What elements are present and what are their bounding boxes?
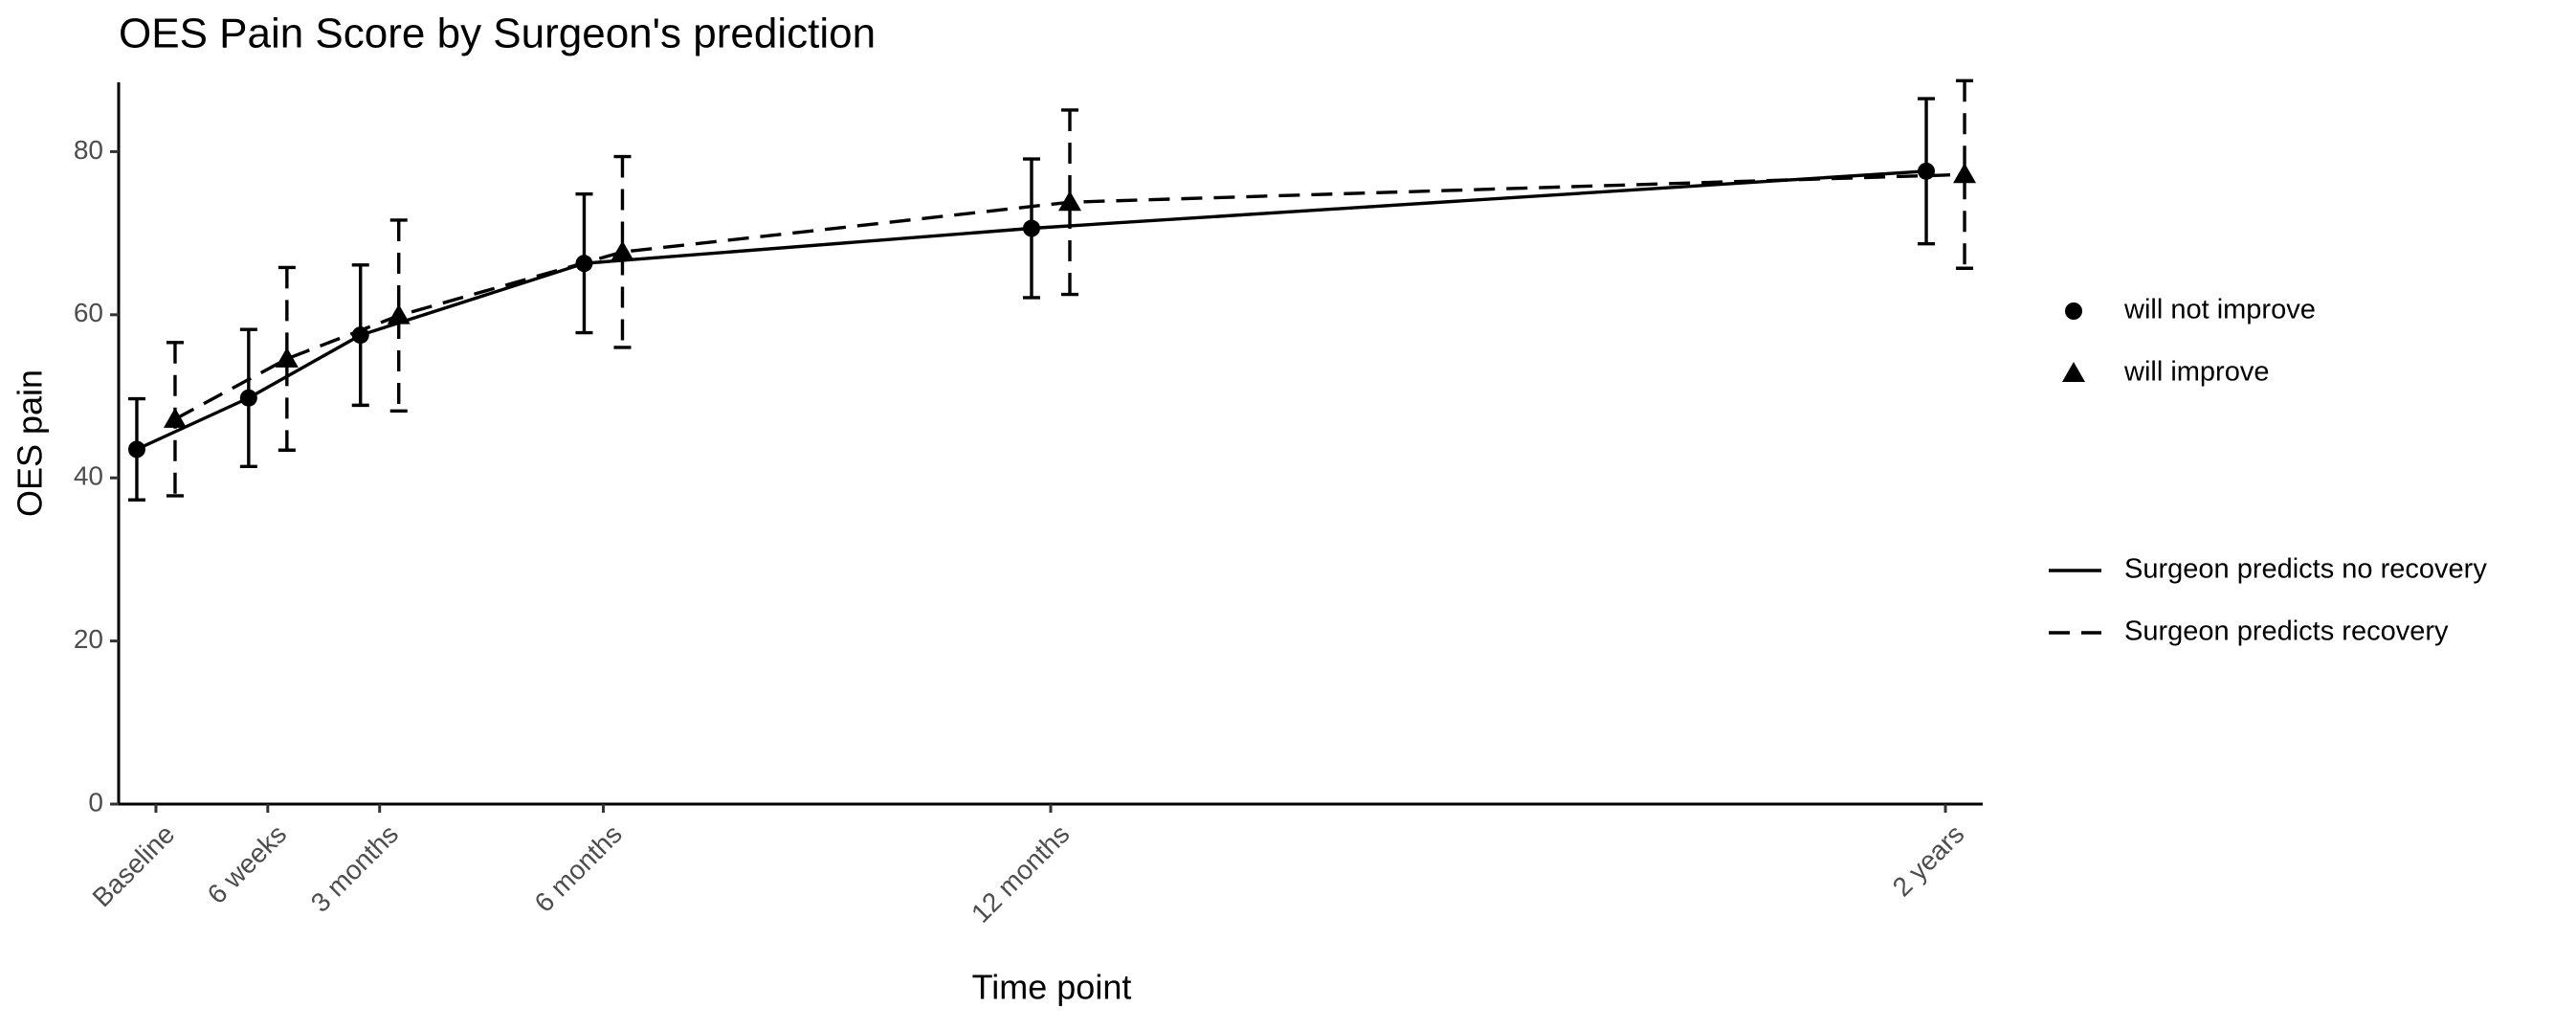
x-tick-label: 6 weeks [202,819,293,910]
data-point [239,389,257,407]
series-line [136,169,1927,451]
data-point [1023,219,1040,237]
data-point [1918,162,1936,180]
data-point [1058,190,1081,212]
legend-label: Surgeon predicts no recovery [2124,554,2487,585]
error-bar [613,154,632,349]
data-point [275,347,299,368]
error-bar [1061,108,1078,297]
chart-title: OES Pain Score by Surgeon's prediction [119,11,876,57]
data-point [127,440,145,459]
y-tick-label: 40 [74,461,103,491]
x-axis-title: Time point [972,968,1132,1007]
legend-label: will improve [2123,357,2269,388]
x-tick-label: 12 months [966,819,1075,929]
x-tick-label: 6 months [529,819,628,918]
data-point [163,407,187,428]
y-tick-label: 80 [74,135,103,165]
y-axis-title: OES pain [11,369,50,517]
error-bar [389,218,408,414]
y-tick-label: 0 [88,787,103,817]
data-point [387,303,411,325]
series-line [174,172,1965,421]
data-point [1953,163,1977,184]
y-tick-label: 20 [74,624,103,654]
y-tick-label: 60 [74,298,103,327]
legend-label: will not improve [2123,295,2316,325]
legend-marker [2065,302,2082,320]
data-point [611,240,634,261]
x-tick-label: Baseline [87,819,181,913]
legend-label: Surgeon predicts recovery [2124,616,2449,647]
error-bar [1956,78,1974,270]
legend-marker [2062,362,2085,382]
x-tick-label: 3 months [305,819,404,918]
x-tick-label: 2 years [1887,819,1970,903]
error-bar [278,265,296,452]
